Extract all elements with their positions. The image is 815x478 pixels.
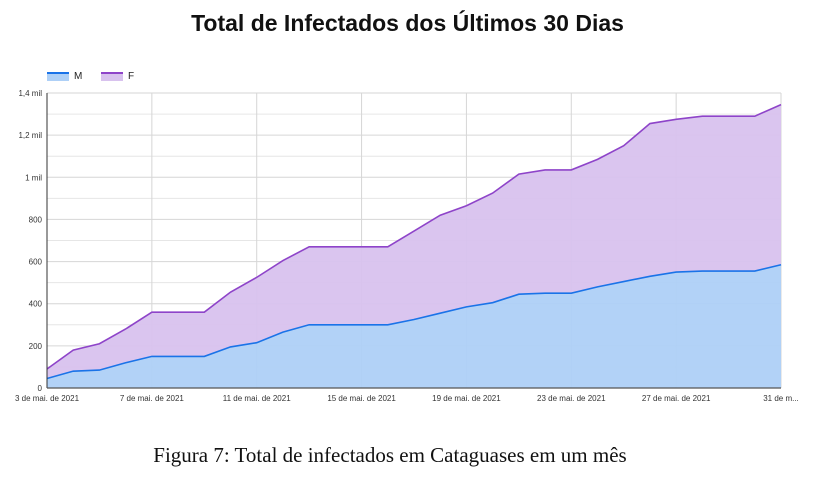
figure-caption: Figura 7: Total de infectados em Catagua…: [153, 443, 627, 467]
legend-label-F: F: [128, 71, 134, 82]
y-tick-label: 1,4 mil: [18, 89, 42, 98]
chart-title: Total de Infectados dos Últimos 30 Dias: [191, 10, 624, 36]
y-tick-label: 0: [38, 384, 43, 393]
y-tick-label: 200: [29, 342, 43, 351]
area-F: [47, 104, 781, 379]
area-M: [47, 264, 781, 388]
x-tick-label: 27 de mai. de 2021: [642, 394, 711, 403]
x-tick-label: 31 de m...: [763, 394, 799, 403]
y-tick-label: 1 mil: [25, 173, 42, 182]
y-tick-label: 400: [29, 300, 43, 309]
y-tick-label: 600: [29, 258, 43, 267]
y-tick-label: 800: [29, 215, 43, 224]
legend-swatch-M: [47, 73, 69, 81]
x-tick-label: 15 de mai. de 2021: [327, 394, 396, 403]
y-tick-label: 1,2 mil: [18, 131, 42, 140]
x-tick-label: 19 de mai. de 2021: [432, 394, 501, 403]
legend-label-M: M: [74, 71, 82, 82]
x-tick-label: 23 de mai. de 2021: [537, 394, 606, 403]
x-tick-label: 3 de mai. de 2021: [15, 394, 80, 403]
legend-swatch-F: [101, 73, 123, 81]
x-tick-label: 11 de mai. de 2021: [223, 394, 291, 403]
x-tick-label: 7 de mai. de 2021: [120, 394, 185, 403]
